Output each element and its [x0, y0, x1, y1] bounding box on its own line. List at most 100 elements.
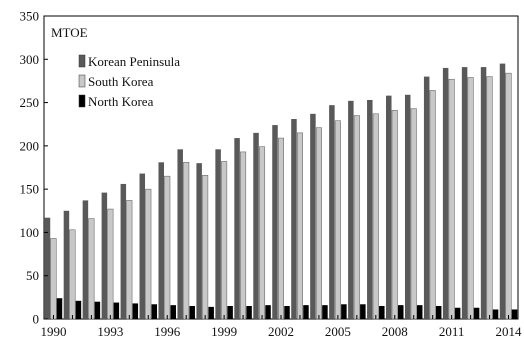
legend-label-korean-peninsula: Korean Peninsula	[88, 54, 180, 69]
x-tick-label: 2008	[382, 324, 408, 339]
bar-korean-peninsula-2003	[291, 119, 297, 320]
bar-south-korea-2007	[372, 113, 379, 320]
bar-korean-peninsula-1991	[63, 210, 70, 319]
bar-korean-peninsula-2007	[367, 99, 373, 319]
bar-south-korea-1996	[164, 175, 171, 320]
bar-south-korea-2013	[486, 76, 493, 320]
bar-south-korea-2009	[410, 108, 417, 320]
legend-swatch-korean-peninsula	[78, 54, 86, 68]
legend-label-north-korea: North Korea	[88, 94, 154, 109]
bar-south-korea-2004	[315, 127, 322, 320]
y-tick-label: 50	[26, 268, 39, 283]
y-tick-label: 150	[20, 182, 40, 197]
y-tick-label: 200	[20, 138, 40, 153]
bar-north-korea-2012	[473, 307, 480, 319]
bar-south-korea-2003	[296, 132, 303, 320]
bar-south-korea-1995	[145, 188, 152, 320]
bar-south-korea-2011	[448, 78, 455, 320]
bar-north-korea-2007	[379, 306, 385, 319]
bar-north-korea-1999	[227, 306, 233, 319]
bar-korean-peninsula-1993	[101, 192, 108, 319]
y-tick-label: 250	[20, 95, 40, 110]
y-tick-label: 100	[20, 225, 40, 240]
bar-korean-peninsula-1992	[82, 200, 89, 319]
bar-north-korea-2001	[265, 305, 271, 319]
bar-south-korea-2000	[240, 151, 247, 320]
x-tick-label: 1990	[40, 324, 66, 339]
bar-north-korea-1994	[132, 303, 139, 319]
bar-korean-peninsula-2001	[253, 132, 259, 319]
bar-korean-peninsula-2006	[348, 100, 354, 319]
bar-south-korea-1993	[107, 208, 114, 320]
bar-korean-peninsula-1997	[177, 149, 183, 319]
bar-north-korea-2002	[284, 306, 290, 319]
bar-north-korea-1993	[113, 302, 120, 319]
bar-north-korea-1998	[208, 306, 214, 319]
bar-south-korea-2012	[467, 77, 474, 320]
bar-korean-peninsula-2010	[423, 76, 430, 319]
bar-south-korea-2006	[353, 115, 360, 320]
x-tick-label: 1999	[211, 324, 237, 339]
unit-label: MTOE	[51, 25, 88, 40]
bar-south-korea-2014	[505, 72, 512, 320]
legend: Korean Peninsula South Korea North Korea	[78, 54, 180, 109]
bar-korean-peninsula-2004	[310, 113, 316, 319]
x-tick-label: 1996	[154, 324, 181, 339]
bar-north-korea-2011	[454, 307, 461, 319]
bar-korean-peninsula-2002	[272, 125, 278, 319]
bar-north-korea-2000	[246, 306, 252, 319]
legend-swatch-north-korea	[78, 94, 86, 108]
bar-korean-peninsula-2008	[386, 95, 392, 320]
bar-north-korea-1990	[56, 298, 63, 319]
bar-north-korea-2010	[435, 306, 442, 319]
bar-korean-peninsula-1994	[120, 183, 127, 319]
bar-korean-peninsula-2013	[480, 67, 487, 319]
bar-south-korea-2008	[391, 110, 398, 320]
y-tick-label: 350	[20, 9, 40, 24]
y-tick-label: 0	[33, 312, 40, 327]
bar-south-korea-1999	[221, 161, 228, 320]
bar-north-korea-2008	[398, 305, 404, 319]
x-tick-label: 2014	[496, 324, 523, 339]
bar-korean-peninsula-1995	[139, 173, 146, 319]
legend-swatch-south-korea	[78, 74, 86, 88]
x-tick-label: 1993	[97, 324, 123, 339]
bar-south-korea-2001	[259, 146, 266, 320]
x-tick-label: 2002	[268, 324, 294, 339]
bar-korean-peninsula-1999	[215, 149, 221, 319]
bar-south-korea-2005	[334, 120, 341, 320]
bar-north-korea-1992	[94, 301, 101, 319]
bar-south-korea-1994	[126, 200, 133, 320]
bar-korean-peninsula-2011	[442, 67, 449, 319]
x-tick-label: 2005	[325, 324, 351, 339]
bar-north-korea-2013	[492, 309, 499, 319]
bar-korean-peninsula-1990	[44, 217, 51, 319]
bar-korean-peninsula-2014	[499, 63, 506, 319]
bar-north-korea-2005	[341, 304, 347, 319]
bar-north-korea-2006	[360, 304, 366, 319]
bar-korean-peninsula-1998	[196, 163, 202, 319]
bar-south-korea-1992	[88, 218, 95, 320]
bar-north-korea-1991	[75, 300, 82, 319]
bar-korean-peninsula-2005	[329, 105, 335, 319]
bar-north-korea-1996	[170, 305, 176, 319]
bar-north-korea-1997	[189, 306, 195, 319]
bar-south-korea-1990	[50, 238, 57, 320]
bar-north-korea-2003	[303, 305, 309, 319]
bar-north-korea-2009	[416, 305, 423, 319]
bar-south-korea-1991	[69, 229, 76, 320]
bar-north-korea-2014	[511, 309, 518, 319]
x-tick-label: 2011	[439, 324, 465, 339]
bar-south-korea-2010	[429, 90, 436, 320]
bar-north-korea-2004	[322, 305, 328, 319]
bar-north-korea-1995	[151, 304, 158, 319]
legend-label-south-korea: South Korea	[88, 74, 154, 89]
y-tick-label: 300	[20, 52, 40, 67]
bars-layer	[44, 63, 518, 320]
bar-south-korea-2002	[278, 137, 284, 320]
bar-korean-peninsula-1996	[158, 162, 164, 319]
bar-korean-peninsula-2012	[461, 67, 468, 319]
bar-south-korea-1997	[183, 162, 190, 320]
